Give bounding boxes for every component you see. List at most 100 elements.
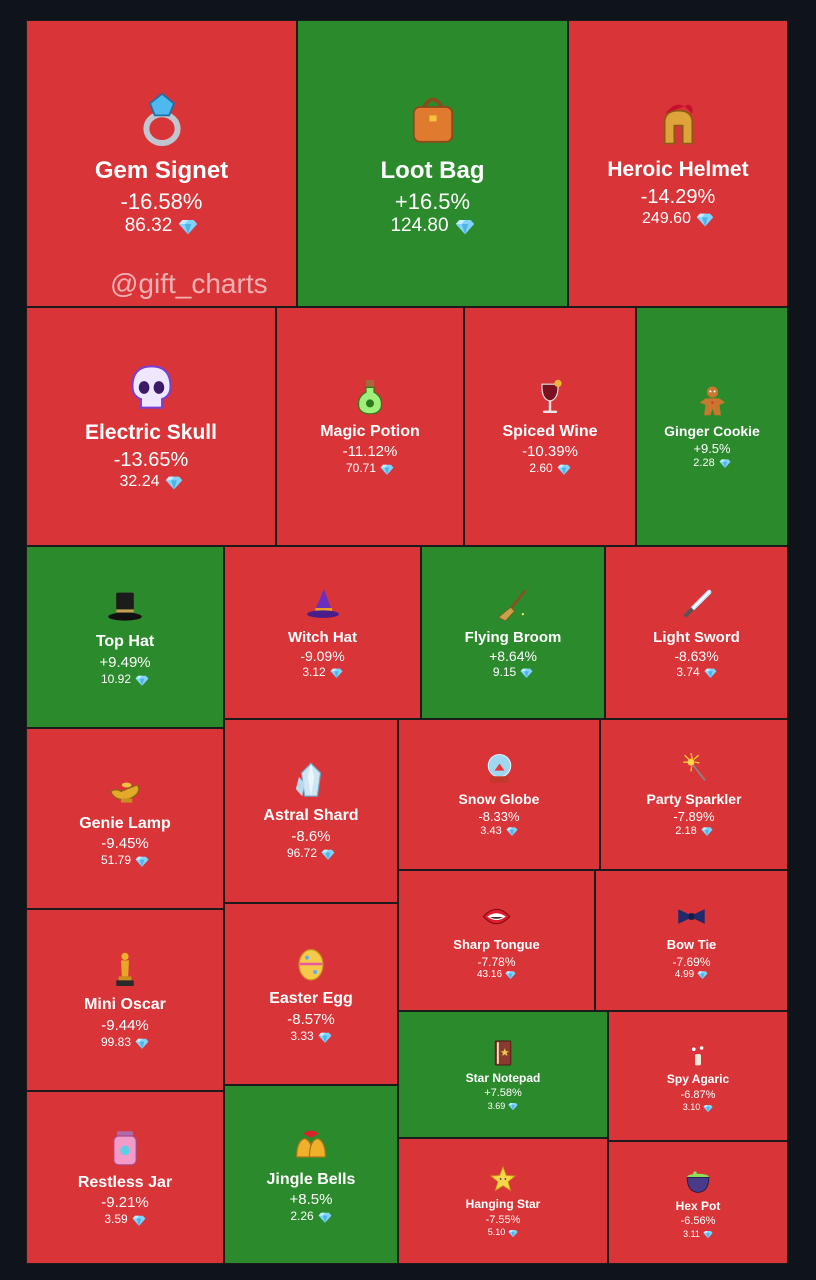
tile-spy-agaric: Spy Agaric -6.87% 3.10 xyxy=(608,1011,788,1141)
diamond-icon xyxy=(508,1228,518,1238)
diamond-icon xyxy=(719,457,731,469)
price-value: 3.74 xyxy=(676,664,700,679)
change-percent: -14.29% xyxy=(640,186,716,209)
item-name: Restless Jar xyxy=(77,1173,173,1191)
potion-icon xyxy=(350,377,390,417)
price: 96.72 xyxy=(287,846,335,861)
tile-hanging-star: Hanging Star -7.55% 5.10 xyxy=(398,1138,608,1264)
price: 2.60 xyxy=(529,461,571,476)
price-value: 2.60 xyxy=(529,461,553,476)
item-name: Top Hat xyxy=(95,633,155,651)
price-value: 3.12 xyxy=(302,664,326,679)
change-percent: -6.56% xyxy=(680,1215,716,1228)
change-percent: -8.33% xyxy=(478,809,520,825)
jar-icon xyxy=(105,1128,145,1168)
diamond-icon xyxy=(321,847,335,861)
diamond-icon xyxy=(704,666,717,679)
diamond-icon xyxy=(135,1036,149,1050)
tile-light-sword: Light Sword -8.63% 3.74 xyxy=(605,546,788,719)
price: 32.24 xyxy=(119,472,182,491)
tile-restless-jar: Restless Jar -9.21% 3.59 xyxy=(26,1091,224,1264)
price: 2.18 xyxy=(675,825,713,838)
diamond-icon xyxy=(318,1030,332,1044)
price-value: 43.16 xyxy=(476,969,503,981)
change-percent: -8.57% xyxy=(287,1010,335,1028)
price-value: 124.80 xyxy=(390,215,449,237)
price-value: 70.71 xyxy=(345,461,377,476)
item-name: Heroic Helmet xyxy=(607,158,749,182)
item-name: Hanging Star xyxy=(465,1197,541,1212)
price-value: 3.43 xyxy=(480,824,502,837)
tile-hex-pot: Hex Pot -6.56% 3.11 xyxy=(608,1141,788,1264)
price-value: 3.59 xyxy=(104,1212,128,1227)
diamond-icon xyxy=(505,969,516,980)
price: 2.26 xyxy=(290,1209,332,1224)
price-value: 86.32 xyxy=(124,215,173,237)
change-percent: -7.55% xyxy=(485,1213,521,1226)
change-percent: +8.5% xyxy=(289,1191,333,1209)
change-percent: -9.45% xyxy=(101,835,149,853)
diamond-icon xyxy=(697,969,708,980)
price-value: 96.72 xyxy=(286,845,318,860)
diamond-icon xyxy=(318,1210,332,1224)
tile-mini-oscar: Mini Oscar -9.44% 99.83 xyxy=(26,909,224,1091)
price: 9.15 xyxy=(493,665,533,679)
witch-hat-icon xyxy=(304,586,342,624)
tile-ginger-cookie: Ginger Cookie +9.5% 2.28 xyxy=(636,307,788,546)
price: 2.28 xyxy=(693,456,731,470)
diamond-icon xyxy=(557,462,571,476)
crystal-icon xyxy=(291,761,331,801)
change-percent: -9.44% xyxy=(101,1016,149,1034)
tile-easter-egg: Easter Egg -8.57% 3.33 xyxy=(224,903,398,1085)
item-name: Spiced Wine xyxy=(502,422,598,440)
change-percent: -13.65% xyxy=(113,449,189,472)
item-name: Genie Lamp xyxy=(79,814,171,832)
item-name: Electric Skull xyxy=(85,421,217,445)
price-value: 32.24 xyxy=(119,473,160,491)
price: 3.12 xyxy=(302,664,343,679)
item-name: Witch Hat xyxy=(287,628,358,646)
skull-icon xyxy=(125,361,178,414)
change-percent: +16.5% xyxy=(394,188,471,214)
change-percent: -9.09% xyxy=(300,648,345,665)
item-name: Magic Potion xyxy=(320,422,420,440)
tile-jingle-bells: Jingle Bells +8.5% 2.26 xyxy=(224,1085,398,1264)
item-name: Star Notepad xyxy=(465,1070,541,1085)
diamond-icon xyxy=(703,1229,713,1239)
watermark: @gift_charts xyxy=(110,268,268,299)
price: 3.74 xyxy=(676,664,717,679)
diamond-icon xyxy=(380,462,394,476)
price-value: 2.28 xyxy=(693,456,715,469)
price-value: 9.15 xyxy=(492,664,517,679)
tile-heroic-helmet: Heroic Helmet -14.29% 249.60 xyxy=(568,20,788,307)
sparkler-icon xyxy=(677,751,712,786)
tile-star-notepad: Star Notepad +7.58% 3.69 xyxy=(398,1011,608,1138)
tile-spiced-wine: Spiced Wine -10.39% 2.60 xyxy=(464,307,636,546)
price: 4.99 xyxy=(675,969,708,981)
bells-icon xyxy=(291,1125,331,1165)
diamond-icon xyxy=(330,666,343,679)
change-percent: -7.69% xyxy=(672,954,711,969)
change-percent: -7.78% xyxy=(477,954,516,969)
price-value: 99.83 xyxy=(100,1034,132,1049)
item-name: Ginger Cookie xyxy=(664,423,760,440)
item-name: Loot Bag xyxy=(380,157,485,185)
price: 5.10 xyxy=(488,1227,519,1238)
item-name: Flying Broom xyxy=(464,628,562,646)
price: 249.60 xyxy=(642,209,714,228)
tile-witch-hat: Witch Hat -9.09% 3.12 xyxy=(224,546,421,719)
price-value: 249.60 xyxy=(642,210,691,228)
price-value: 51.79 xyxy=(100,853,132,868)
cookie-icon xyxy=(695,383,730,418)
diamond-icon xyxy=(455,216,475,236)
diamond-icon xyxy=(703,1103,713,1113)
diamond-icon xyxy=(696,210,714,228)
wine-icon xyxy=(530,377,570,417)
trophy-icon xyxy=(105,950,145,990)
top-hat-icon xyxy=(105,587,145,627)
change-percent: +7.58% xyxy=(484,1087,522,1100)
tile-gem-signet: Gem Signet -16.58% 86.32 xyxy=(26,20,297,307)
change-percent: +8.64% xyxy=(489,648,537,665)
change-percent: -7.89% xyxy=(673,809,715,825)
